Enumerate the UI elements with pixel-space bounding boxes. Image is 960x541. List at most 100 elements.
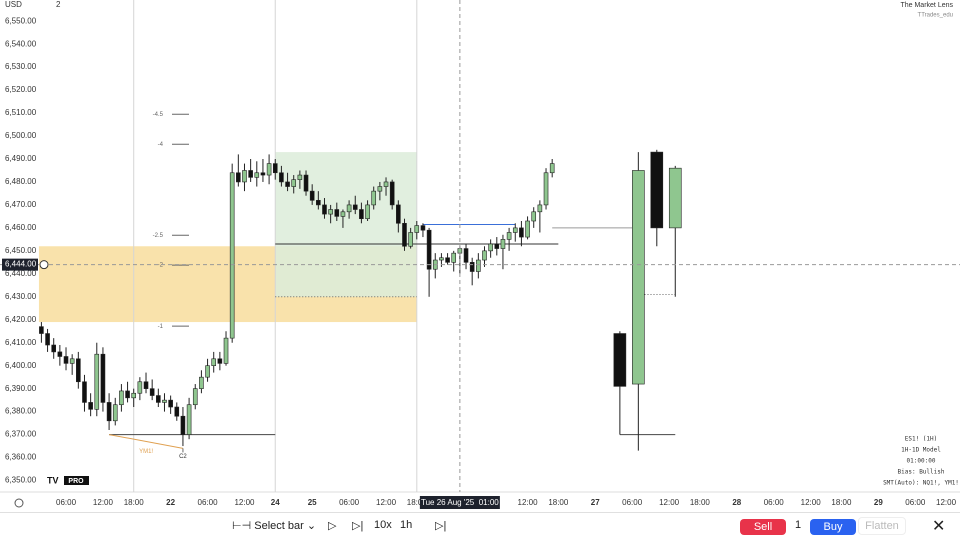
speed[interactable]: 10x — [374, 519, 392, 531]
smt-line — [109, 434, 184, 449]
y-tick-label: 6,480.00 — [5, 177, 37, 186]
candle-body — [199, 376, 204, 389]
y-tick-label: 6,540.00 — [5, 39, 37, 48]
smt-label: C2 — [179, 454, 187, 460]
currency[interactable]: USD — [5, 0, 22, 9]
brand-title: The Market Lens — [900, 2, 953, 9]
candle-body — [525, 220, 530, 238]
candle-body — [488, 243, 493, 252]
candle-body — [272, 163, 278, 174]
zone — [275, 152, 417, 297]
candle-body — [254, 172, 260, 178]
candle-body — [334, 209, 340, 217]
candle-body — [125, 390, 130, 399]
candle-body — [82, 381, 87, 403]
candle-body — [248, 170, 253, 178]
logo-text: PRO — [68, 478, 84, 485]
candle-body — [506, 232, 512, 240]
candle-body — [346, 204, 352, 213]
fib-label: -2.5 — [153, 233, 164, 239]
candle-body — [57, 351, 63, 357]
y-tick-label: 6,490.00 — [5, 154, 37, 163]
candle-body — [186, 404, 192, 435]
brand-handle: TTrades_edu — [918, 13, 953, 19]
candle-body — [229, 172, 235, 339]
x-tick-label: 25 — [308, 498, 317, 507]
candle-body — [340, 211, 346, 217]
x-tick-label: 24 — [271, 498, 280, 507]
candle-body — [352, 204, 358, 210]
y-tick-label: 6,470.00 — [5, 200, 37, 209]
x-tick-label: 06:00 — [764, 498, 785, 507]
step[interactable]: ▷| — [352, 520, 364, 532]
info-line: ES1! (1H) — [905, 436, 938, 443]
sell-button[interactable]: Sell — [740, 519, 786, 535]
x-tick-label: 18:00 — [548, 498, 569, 507]
candle-body — [106, 402, 112, 422]
candle-body — [408, 232, 413, 247]
count[interactable]: 2 — [56, 0, 61, 9]
candle-body — [365, 204, 370, 219]
candle-body — [76, 358, 81, 383]
buy-button[interactable]: Buy — [810, 519, 856, 535]
y-tick-label: 6,520.00 — [5, 85, 37, 94]
x-tick-label: 06:00 — [622, 498, 643, 507]
close-button[interactable]: ✕ — [932, 518, 946, 535]
candle-body — [420, 225, 426, 231]
candle-body — [537, 204, 543, 213]
candle-body — [445, 257, 450, 263]
x-tick-label: 12:00 — [234, 498, 255, 507]
crosshair-y-box — [2, 258, 38, 271]
interval[interactable]: 1h — [400, 519, 413, 531]
candle-body — [632, 170, 645, 385]
candle-body — [217, 358, 223, 364]
y-tick-label: 6,430.00 — [5, 292, 37, 301]
x-tick-label: 29 — [874, 498, 883, 507]
candle-body — [162, 399, 167, 403]
x-tick-label: 12:00 — [801, 498, 822, 507]
jump[interactable]: ▷| — [435, 520, 447, 532]
select-bar-text[interactable]: Select bar — [254, 520, 304, 532]
info-line: 1H-1D Model — [901, 447, 941, 454]
candle-body — [88, 402, 93, 410]
candle-body — [322, 204, 327, 215]
candle-body — [328, 209, 333, 215]
candle-body — [414, 225, 420, 233]
candle-body — [51, 344, 57, 353]
candle-body — [39, 326, 44, 334]
play[interactable]: ▷ — [328, 520, 337, 532]
quantity[interactable]: 1 — [795, 519, 802, 531]
fib-label: -2 — [158, 263, 164, 269]
candle-body — [650, 151, 664, 229]
candle-body — [519, 227, 524, 238]
candle-body — [543, 172, 549, 206]
x-tick-label: 06:00 — [198, 498, 219, 507]
candle-body — [668, 167, 682, 229]
x-tick-label: 12:00 — [93, 498, 114, 507]
candle-body — [69, 358, 75, 364]
y-tick-label: 6,380.00 — [5, 407, 37, 416]
flatten-button[interactable]: Flatten — [858, 517, 906, 535]
candle-body — [211, 358, 217, 366]
x-tick-label: 22 — [166, 498, 175, 507]
candle-body — [119, 390, 124, 406]
candle-body — [192, 388, 198, 406]
y-tick-label: 6,390.00 — [5, 384, 37, 393]
settings-icon[interactable] — [14, 498, 24, 508]
x-tick-label: 12:00 — [936, 498, 957, 507]
x-tick-label: 12:00 — [659, 498, 680, 507]
candle-body — [168, 399, 173, 408]
toolbar: ⊢⊣ Select bar ⌄ ▷ ▷| 10x 1h ▷| Sell 1 Bu… — [0, 512, 960, 541]
candle-body — [303, 174, 309, 192]
add-alert[interactable] — [39, 260, 49, 270]
candle-body — [383, 181, 389, 187]
candle-body — [174, 406, 180, 417]
candle-body — [316, 200, 321, 206]
candle-body — [223, 337, 229, 364]
x-tick-label: 18:00 — [124, 498, 145, 507]
candle-body — [260, 172, 266, 176]
candle-body — [297, 174, 303, 180]
select-bar[interactable]: ⊢⊣ Select bar ⌄ — [232, 520, 317, 532]
x-tick-label: 12:00 — [376, 498, 397, 507]
info-line: Bias: Bullish — [898, 469, 945, 476]
